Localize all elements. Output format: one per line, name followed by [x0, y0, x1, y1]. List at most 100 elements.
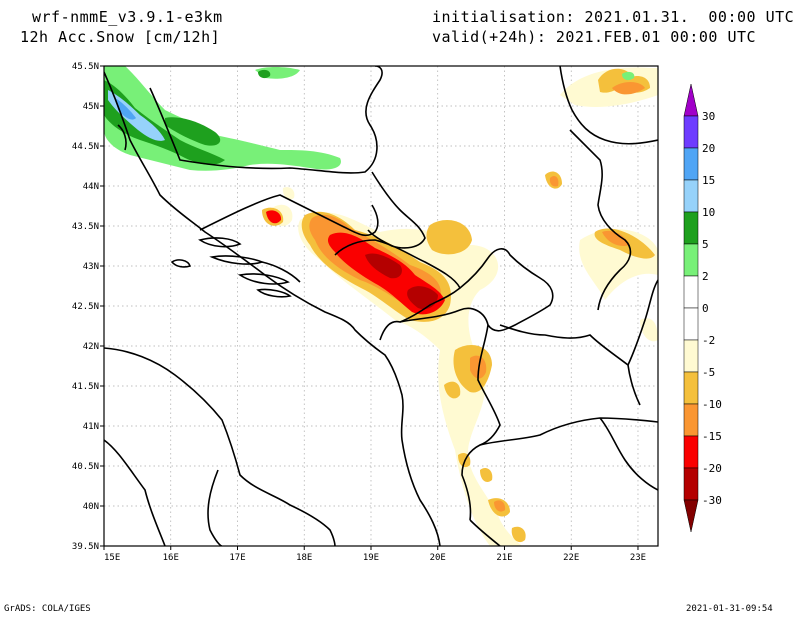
- dark-red-areas: [365, 253, 438, 310]
- light-yellow-areas: [269, 67, 658, 546]
- lat-tick-label: 41N: [83, 422, 99, 432]
- colorbar-label: 2: [702, 270, 709, 283]
- lon-tick-label: 21E: [496, 553, 512, 563]
- lat-tick-label: 43N: [83, 262, 99, 272]
- island-mljet: [256, 288, 292, 298]
- albania-border-east: [399, 307, 501, 521]
- island-brac: [198, 237, 242, 248]
- light-blue-nw: [108, 90, 165, 141]
- colorbar-label: 0: [702, 302, 709, 315]
- colorbar-label: 5: [702, 238, 709, 251]
- lat-tick-label: 45N: [83, 102, 99, 112]
- colorbar-label: -2: [702, 334, 715, 347]
- dark-red-core-2: [407, 286, 438, 310]
- colorbar-label: -15: [702, 430, 722, 443]
- dark-red-core-1: [365, 253, 402, 279]
- green-spot-romania: [622, 71, 635, 81]
- colorbar-top-arrow: [683, 83, 699, 117]
- bulgaria-east-border: [627, 279, 658, 366]
- bosnia-border-south: [199, 194, 379, 237]
- colorbar-label: 30: [702, 110, 715, 123]
- lon-tick-label: 20E: [430, 553, 446, 563]
- island-korcula: [237, 273, 290, 285]
- lon-tick-label: 15E: [104, 553, 120, 563]
- lat-tick-label: 42.5N: [72, 302, 99, 312]
- lon-tick-label: 22E: [563, 553, 579, 563]
- lat-tick-label: 39.5N: [72, 542, 99, 552]
- boundaries: [104, 66, 658, 546]
- blue-nw: [115, 98, 136, 120]
- serbia-bulgaria-border: [569, 129, 632, 311]
- green-nw: [104, 80, 225, 165]
- colorbar-segment: [683, 435, 699, 469]
- footer-right: 2021-01-31-09:54: [686, 604, 773, 614]
- colorbar-label: 10: [702, 206, 715, 219]
- init-time: initialisation: 2021.01.31. 00:00 UTC: [432, 8, 795, 26]
- lat-tick-label: 45.5N: [72, 62, 99, 72]
- croatia-bosnia-border: [149, 66, 383, 174]
- green-areas: [104, 66, 635, 171]
- axis-ticks: 15E 16E 17E 18E 19E 20E 21E 22E 23E 39.5N 40N 40.5N…: [72, 62, 646, 563]
- orange-core-bulgaria: [602, 230, 630, 246]
- colorbar-bottom-arrow: [683, 499, 699, 533]
- colorbar-segment: [683, 467, 699, 501]
- yellow-area-east-small: [640, 318, 658, 342]
- yellow-area-bosnia: [282, 187, 295, 200]
- lon-tick-label: 23E: [630, 553, 646, 563]
- lat-tick-label: 43.5N: [72, 222, 99, 232]
- lon-tick-label: 18E: [296, 553, 312, 563]
- lat-tick-label: 44N: [83, 182, 99, 192]
- colorbar-segment: [683, 339, 699, 373]
- yellow-core-montenegro: [426, 220, 472, 255]
- colorbar-label: 20: [702, 142, 715, 155]
- orange-core-romania: [612, 82, 645, 95]
- italy-coast: [104, 347, 336, 546]
- colorbar-label: -20: [702, 462, 722, 475]
- danube-border: [559, 66, 658, 145]
- italy-coast-gulf: [207, 469, 223, 546]
- colorbar-segment: [683, 211, 699, 245]
- valid-time: valid(+24h): 2021.FEB.01 00:00 UTC: [432, 28, 757, 46]
- lat-tick-label: 40N: [83, 502, 99, 512]
- colorbar-segment: [683, 371, 699, 405]
- colorbar-segment: [683, 179, 699, 213]
- snow-field-layer: [104, 66, 658, 546]
- orange-core-albania: [470, 355, 487, 379]
- macedonia-border: [499, 324, 641, 406]
- variable-title: 12h Acc.Snow [cm/12h]: [20, 28, 221, 46]
- greece-coast-west: [469, 519, 501, 546]
- colorbar-label: -5: [702, 366, 715, 379]
- italy-coast-heel: [104, 439, 166, 546]
- kosovo-border: [459, 248, 554, 332]
- green-north-spot: [258, 69, 271, 79]
- colorbar-segment: [683, 147, 699, 181]
- island-vis: [170, 259, 192, 268]
- colorbar-segment: [683, 275, 699, 309]
- lat-tick-label: 40.5N: [72, 462, 99, 472]
- island-hvar: [209, 255, 265, 265]
- footer-left: GrADS: COLA/IGES: [4, 604, 91, 614]
- lat-tick-label: 41.5N: [72, 382, 99, 392]
- bosnia-serbia-border: [367, 171, 426, 249]
- lon-tick-label: 16E: [163, 553, 179, 563]
- yellow-core-albania-south: [444, 381, 461, 399]
- red-core-bosnia: [266, 210, 282, 224]
- model-title: wrf-nmmE_v3.9.1-e3km: [32, 8, 223, 26]
- colorbar-segment: [683, 115, 699, 149]
- colorbar-label: 15: [702, 174, 715, 187]
- island-krk: [117, 124, 127, 151]
- orange-core-serbia: [549, 175, 559, 187]
- colorbar-segment: [683, 243, 699, 277]
- adriatic-coast-east: [104, 71, 441, 546]
- peljesac: [261, 261, 301, 283]
- colorbar-label: -10: [702, 398, 722, 411]
- colorbar-segment: [683, 403, 699, 437]
- yellow-core-pindus: [511, 526, 526, 543]
- colorbar-segment: [683, 307, 699, 341]
- yellow-core-macedonia: [480, 468, 493, 482]
- lat-tick-label: 42N: [83, 342, 99, 352]
- greece-coast-north: [599, 417, 658, 491]
- lon-tick-label: 17E: [229, 553, 245, 563]
